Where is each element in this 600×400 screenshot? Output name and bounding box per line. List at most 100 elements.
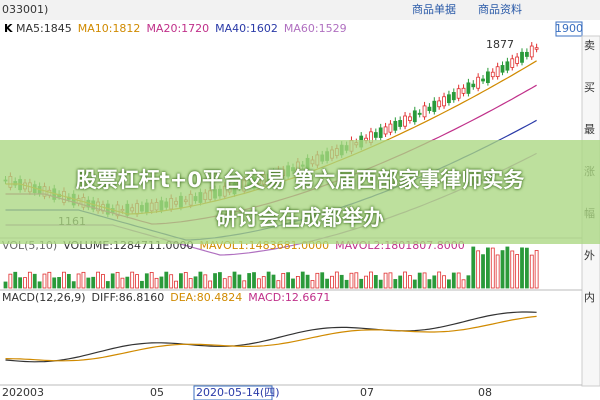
vol-bar [520,247,524,289]
vol-bar [417,272,422,289]
vol-bar [339,274,344,289]
tab[interactable]: 商品单据 [412,2,456,16]
vol-bar [398,275,403,289]
vol-bar [32,273,37,289]
vol-bar [217,272,222,289]
side-label: 外 [584,249,595,262]
vol-bar [291,278,295,289]
vol-bar [247,273,252,289]
x-label: 2020-05-14(四) [196,386,280,399]
vol-bar [286,272,291,289]
vol-bar [252,272,256,289]
candle [461,87,466,94]
vol-bar [271,274,276,289]
x-axis: 202003 05 2020-05-14(四) 07 08 [2,385,492,400]
vol-bar [451,272,456,289]
vol-bar [412,279,417,289]
side-label: 内 [584,290,595,304]
candle [398,120,403,127]
candle [451,92,456,101]
vol-bar [461,279,466,289]
vol-bar [276,280,281,289]
panel-label: K [4,22,13,35]
indicator: MA10:1812 [78,22,141,35]
vol-bar [505,246,510,289]
vol-bar [144,273,149,289]
vol-bar [149,272,154,289]
vol-bar [232,271,237,289]
vol-bar [529,254,534,289]
vol-bar [500,250,505,289]
candle [485,71,490,84]
candle [388,123,393,133]
vol-bar [427,279,432,289]
vol-bar [373,275,378,289]
vol-bar [86,277,91,289]
candle [432,100,437,112]
vol-bar [130,271,135,289]
vol-bar [237,274,242,289]
candle [529,45,534,58]
vol-bar [179,273,183,289]
top-bar [0,0,600,20]
vol-bar [169,274,174,289]
vol-bar [422,272,427,289]
indicator: MA60:1529 [284,22,347,35]
candle [417,112,422,115]
candle [505,61,510,71]
candle [481,78,485,82]
vol-bar [120,277,125,289]
vol-bar [154,277,159,289]
candle [476,76,481,89]
indicator: DIFF:86.8160 [92,291,165,304]
vol-bar [62,271,66,289]
candle [383,126,388,135]
ma-indicators: MA5:1845 MA10:1812 MA20:1720 MA40:1602 MA60:… [16,22,347,35]
indicator: MA5:1845 [16,22,72,35]
candle [447,94,451,104]
candle [466,82,471,94]
vol-bar [18,277,23,289]
vol-bar [135,274,139,289]
vol-bar [437,271,442,289]
vol-bar [466,275,471,289]
vol-bar [476,250,481,289]
x-label: 07 [360,386,374,399]
candle [500,65,505,73]
vol-bar [242,280,247,289]
vol-bar [198,271,203,289]
vol-bar [66,273,71,289]
candle [393,120,398,131]
vol-bar [71,281,76,289]
vol-bar [23,277,27,289]
vol-bar [115,271,120,289]
vol-bar [159,276,164,289]
candle [534,47,539,50]
vol-bar [91,276,96,289]
candle [422,105,427,118]
vol-bar [101,274,105,289]
vol-bar [164,271,169,289]
tab[interactable]: 商品资料 [478,2,522,16]
banner-line: 研讨会在成都举办 [216,206,384,230]
vol-bar [174,280,178,289]
vol-bar [383,272,388,289]
vol-bar [364,275,368,289]
cursor-box [193,385,273,400]
vol-bar [295,276,300,289]
side-label: 卖 [584,39,595,52]
price-box-text: 1900 [555,22,583,35]
candle [515,56,520,64]
candle [427,106,432,111]
candle [378,127,383,138]
candle [471,83,476,88]
vol-bar [408,275,412,289]
vol-bar [37,281,42,289]
vol-bar [524,247,529,289]
indicator: DEA:80.4824 [170,291,242,304]
high-label: 1877 [486,38,514,51]
vol-bar [3,281,8,289]
vol-bar [256,278,261,289]
vol-bar [261,276,266,289]
